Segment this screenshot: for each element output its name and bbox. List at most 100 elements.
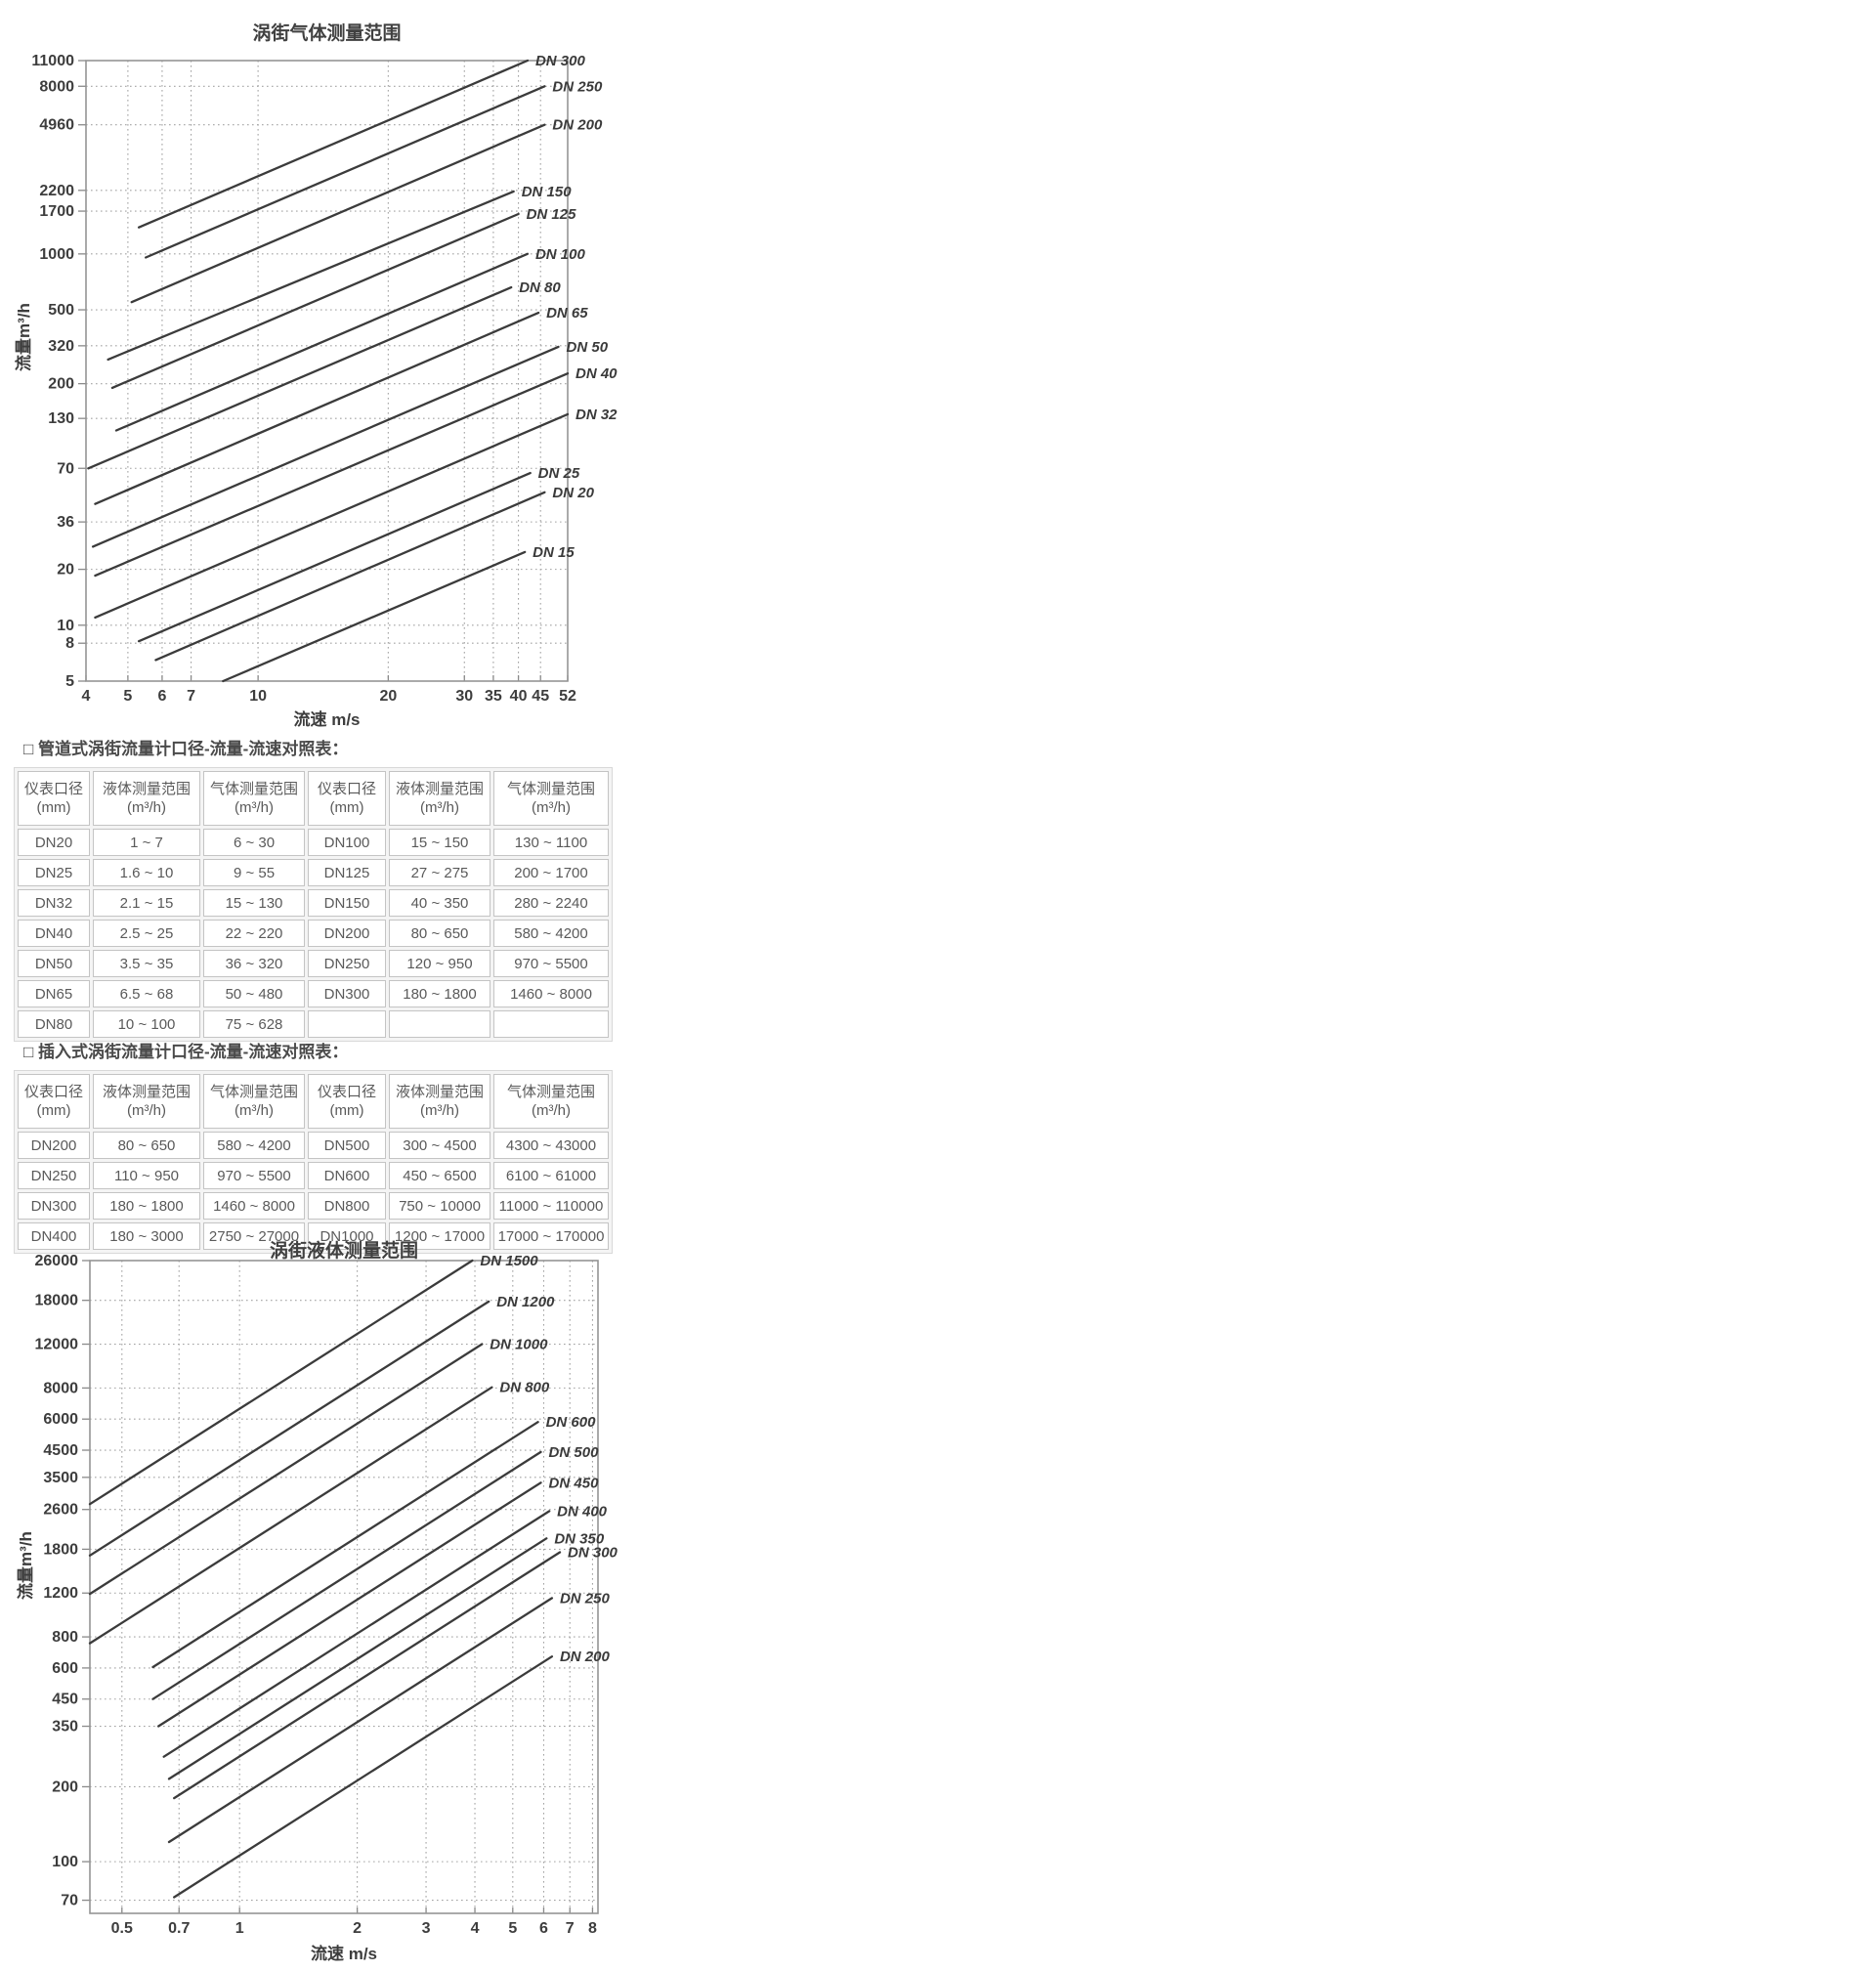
y-tick-label: 3500: [43, 1470, 78, 1486]
table-cell: [389, 1010, 490, 1038]
table-cell: 80 ~ 650: [93, 1132, 200, 1159]
table-cell: 1460 ~ 8000: [493, 980, 609, 1007]
series-line-dn-32: [94, 412, 570, 620]
table-cell: 17000 ~ 170000: [493, 1222, 609, 1250]
table-cell: DN200: [308, 920, 386, 947]
series-line-dn-15: [222, 550, 527, 683]
table-cell: DN25: [18, 859, 90, 886]
table-cell: DN100: [308, 829, 386, 856]
table-row: DN250 110 ~ 950 970 ~ 5500 DN600 450 ~ 6500 6…: [18, 1162, 609, 1189]
table-cell: 15 ~ 130: [203, 889, 305, 917]
series-label: DN 300: [568, 1545, 618, 1562]
x-tick-label: 4: [82, 688, 91, 705]
y-tick-label: 8000: [43, 1380, 78, 1396]
x-axis-label: 流速 m/s: [293, 709, 360, 729]
table-cell: 450 ~ 6500: [389, 1162, 490, 1189]
x-tick-label: 4: [471, 1920, 480, 1937]
series-line-dn-250: [167, 1597, 554, 1844]
x-tick-label: 6: [539, 1920, 548, 1937]
series-line-dn-200: [130, 123, 546, 304]
plot-border: [85, 60, 569, 682]
table-cell: 15 ~ 150: [389, 829, 490, 856]
series-label: DN 450: [549, 1475, 600, 1491]
table-cell: 300 ~ 4500: [389, 1132, 490, 1159]
y-tick-label: 11000: [31, 53, 74, 69]
table-cell: 50 ~ 480: [203, 980, 305, 1007]
table-cell: 1200 ~ 17000: [389, 1222, 490, 1250]
table-row: DN40 2.5 ~ 25 22 ~ 220 DN200 80 ~ 650 580 ~ 4…: [18, 920, 609, 947]
x-tick-label: 35: [485, 688, 502, 705]
series-label: DN 150: [522, 184, 573, 200]
table-cell: 750 ~ 10000: [389, 1192, 490, 1220]
table-row: DN50 3.5 ~ 35 36 ~ 320 DN250 120 ~ 950 970 ~ …: [18, 950, 609, 977]
y-tick-label: 800: [52, 1629, 78, 1646]
table-cell: 580 ~ 4200: [203, 1132, 305, 1159]
series-line-dn-350: [167, 1537, 548, 1780]
table-cell: DN800: [308, 1192, 386, 1220]
y-tick-label: 36: [57, 514, 74, 531]
table-cell: DN400: [18, 1222, 90, 1250]
series-label: DN 1200: [496, 1294, 555, 1310]
table-cell: 580 ~ 4200: [493, 920, 609, 947]
y-tick-label: 100: [52, 1854, 78, 1870]
series-label: DN 1500: [480, 1253, 538, 1269]
x-tick-label: 7: [566, 1920, 575, 1937]
x-tick-label: 0.7: [168, 1920, 190, 1937]
table-cell: 120 ~ 950: [389, 950, 490, 977]
series-line-dn-450: [157, 1481, 542, 1728]
series-line-dn-1000: [88, 1343, 484, 1596]
y-tick-label: 5: [65, 673, 74, 690]
table-cell: 75 ~ 628: [203, 1010, 305, 1038]
table-cell: 180 ~ 1800: [93, 1192, 200, 1220]
table-cell: DN300: [18, 1192, 90, 1220]
column-header: 仪表口径 (mm): [308, 1074, 386, 1129]
gas-flow-range-chart: 4 5 6 7 10 20 30 35 40 45 521100080004960220017001…: [14, 21, 618, 729]
table-cell: DN200: [18, 1132, 90, 1159]
table-cell: DN250: [308, 950, 386, 977]
column-header: 仪表口径 (mm): [18, 1074, 90, 1129]
series-line-dn-25: [137, 471, 532, 643]
table-cell: 3.5 ~ 35: [93, 950, 200, 977]
series-line-dn-1200: [88, 1300, 490, 1557]
y-tick-label: 2600: [43, 1502, 78, 1519]
table-cell: 40 ~ 350: [389, 889, 490, 917]
table-cell: 1.6 ~ 10: [93, 859, 200, 886]
y-tick-label: 70: [61, 1893, 78, 1909]
table-cell: DN125: [308, 859, 386, 886]
series-label: DN 600: [546, 1414, 597, 1431]
chart-title: 涡街气体测量范围: [252, 21, 401, 44]
x-tick-label: 3: [422, 1920, 431, 1937]
table-row: DN400 180 ~ 3000 2750 ~ 27000 DN1000 1200 ~ …: [18, 1222, 609, 1250]
y-tick-label: 1000: [39, 246, 74, 263]
table-cell: 970 ~ 5500: [203, 1162, 305, 1189]
table-cell: 80 ~ 650: [389, 920, 490, 947]
table-row: DN65 6.5 ~ 68 50 ~ 480 DN300 180 ~ 1800 1460 …: [18, 980, 609, 1007]
series-line-dn-40: [94, 372, 570, 578]
series-label: DN 1000: [490, 1337, 548, 1353]
table-cell: 10 ~ 100: [93, 1010, 200, 1038]
table-cell: 6 ~ 30: [203, 829, 305, 856]
table-cell: 110 ~ 950: [93, 1162, 200, 1189]
x-tick-label: 30: [455, 688, 473, 705]
x-tick-label: 7: [187, 688, 195, 705]
table-cell: 1460 ~ 8000: [203, 1192, 305, 1220]
table-cell: DN250: [18, 1162, 90, 1189]
series-line-dn-600: [151, 1421, 539, 1669]
y-tick-label: 200: [52, 1778, 78, 1795]
series-label: DN 800: [499, 1380, 550, 1396]
series-label: DN 80: [519, 279, 561, 296]
table-header-row: 仪表口径 (mm) 液体测量范围 (m³/h) 气体测量范围 (m³/h) 仪表口径 (mm)…: [18, 1074, 609, 1129]
y-tick-label: 2200: [39, 183, 74, 199]
pipeline-flowmeter-table: 仪表口径 (mm) 液体测量范围 (m³/h) 气体测量范围 (m³/h) 仪表口径 (mm)…: [14, 767, 613, 1042]
series-line-dn-250: [145, 85, 546, 259]
column-header: 气体测量范围 (m³/h): [203, 1074, 305, 1129]
table-header-row: 仪表口径 (mm) 液体测量范围 (m³/h) 气体测量范围 (m³/h) 仪表口径 (mm)…: [18, 771, 609, 826]
x-tick-label: 52: [559, 688, 576, 705]
series-label: DN 500: [549, 1444, 600, 1461]
series-label: DN 125: [527, 206, 577, 223]
x-tick-label: 2: [353, 1920, 362, 1937]
x-tick-label: 5: [508, 1920, 517, 1937]
table-cell: 130 ~ 1100: [493, 829, 609, 856]
x-tick-label: 0.5: [111, 1920, 133, 1937]
series-label: DN 40: [576, 365, 618, 382]
